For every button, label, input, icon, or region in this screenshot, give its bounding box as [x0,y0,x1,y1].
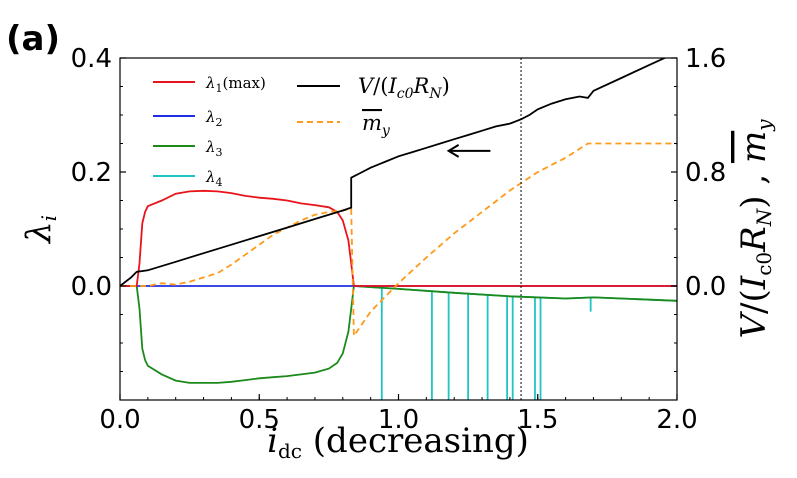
legend-label-voltage: V/(Ic0RN) [358,74,450,102]
y-right-tick-label: 0.0 [685,272,726,302]
legend-label-my: my [362,111,391,139]
x-tick-label: 1.5 [517,405,558,435]
series-line-0 [120,189,677,287]
series-line-4 [120,58,667,287]
legend-label-lambda1: λ1(max) [205,74,266,95]
x-tick-label: 0.0 [99,405,140,435]
legend: λ1(max) λ2 λ3 λ4 V/(Ic0RN) my [153,74,450,189]
series-line-2 [120,285,677,384]
y-right-tick-label: 1.6 [685,44,726,74]
x-axis-title: idc (decreasing) [267,421,529,463]
legend-label-lambda4: λ4 [205,168,223,189]
y-left-tick-label: 0.0 [71,272,112,302]
y-axis-left-title: λi [19,215,61,245]
panel-label: (a) [6,19,60,59]
y-axis-right-title: V/(Ic0RN) , my [734,119,776,339]
plot-frame [119,57,678,401]
y-left-tick-label: 0.2 [71,158,112,188]
arrow-head [446,144,460,158]
x-tick-label: 0.5 [239,405,280,435]
legend-label-lambda3: λ3 [205,138,223,159]
x-tick-label: 1.0 [378,405,419,435]
series-layer [120,58,677,400]
legend-label-lambda2: λ2 [205,108,223,129]
tick-layer: 0.0 0.5 1.0 1.5 2.0 0.0 0.2 0.4 0.0 0.8 1.6 [71,44,727,435]
x-tick-label: 2.0 [656,405,697,435]
y-left-tick-label: 0.4 [71,44,112,74]
series-line-5 [120,142,677,339]
direction-arrow [446,144,491,158]
y-right-tick-label: 0.8 [685,158,726,188]
